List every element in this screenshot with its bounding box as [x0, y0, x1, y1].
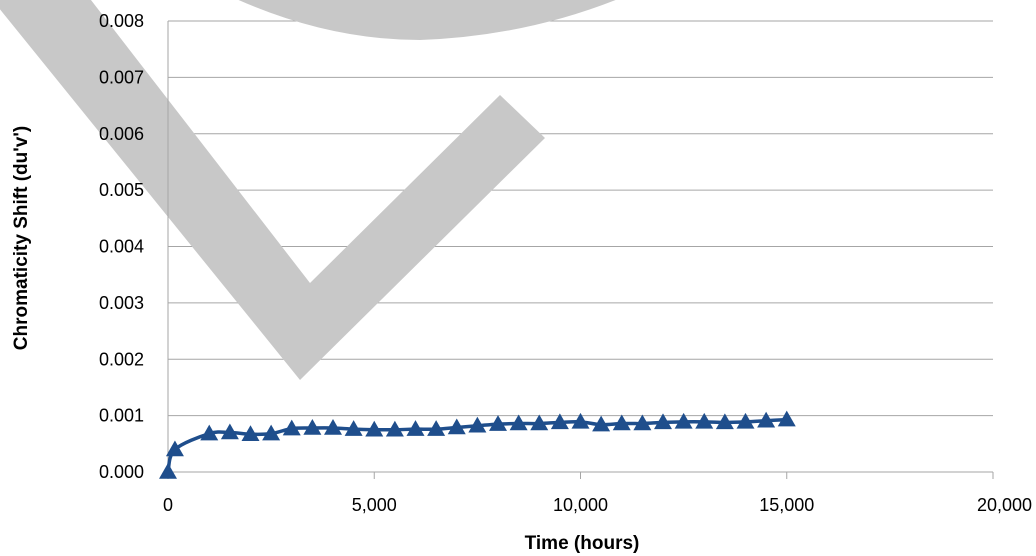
- data-point-triangle: [777, 410, 796, 427]
- data-point-triangle: [385, 420, 404, 437]
- data-point-triangle: [530, 414, 549, 431]
- data-point-triangle: [489, 415, 507, 431]
- data-point-triangle: [633, 414, 652, 431]
- axes: [167, 21, 994, 479]
- data-point-triangle: [324, 419, 342, 435]
- data-point-triangle: [406, 420, 425, 436]
- data-point-triangle: [715, 413, 734, 430]
- watermark-circle-arc: [238, 0, 616, 40]
- data-point-triangle: [571, 412, 590, 429]
- data-point-triangle: [447, 418, 466, 435]
- data-point-triangle: [200, 424, 219, 441]
- check-mark-watermark: [0, 0, 616, 380]
- data-point-triangle: [592, 415, 611, 432]
- data-point-triangle: [550, 413, 569, 430]
- y-tick-label: 0.003: [99, 293, 144, 313]
- x-tick-label: 0: [163, 495, 173, 515]
- data-point-triangle: [612, 414, 631, 431]
- data-point-triangle: [282, 419, 301, 436]
- y-tick-label: 0.002: [99, 349, 144, 369]
- x-tick-label: 20,000: [977, 495, 1032, 515]
- y-tick-label: 0.006: [99, 124, 144, 144]
- y-axis-tick-labels: 0.000 0.001 0.002 0.003 0.004 0.005 0.006 0.007…: [99, 11, 144, 482]
- x-axis-title: Time (hours): [525, 533, 640, 554]
- watermark-check-stroke: [0, 0, 545, 380]
- data-point-triangle: [468, 416, 487, 433]
- x-tick-label: 10,000: [553, 495, 608, 515]
- x-tick-label: 15,000: [759, 495, 814, 515]
- data-point-triangle: [654, 413, 672, 430]
- data-point-triangle: [303, 419, 322, 435]
- data-point-triangle: [241, 425, 260, 441]
- data-point-triangle: [165, 440, 184, 457]
- data-point-triangle: [674, 412, 693, 429]
- data-series: [159, 410, 796, 479]
- data-point-triangle: [344, 420, 363, 436]
- y-axis-title: Chromaticity Shift (du'v'): [11, 126, 32, 350]
- y-tick-label: 0.000: [99, 462, 144, 482]
- x-tick-label: 5,000: [352, 495, 397, 515]
- data-point-triangle: [509, 414, 528, 431]
- data-point-triangle: [757, 411, 776, 428]
- data-point-triangle: [427, 420, 446, 436]
- data-point-triangle: [695, 412, 714, 429]
- data-point-triangle: [736, 412, 755, 429]
- y-tick-label: 0.008: [99, 11, 144, 31]
- data-point-triangle: [262, 424, 281, 441]
- y-tick-label: 0.001: [99, 406, 144, 426]
- data-point-triangle: [220, 423, 239, 440]
- y-tick-label: 0.004: [99, 237, 144, 257]
- x-axis-tick-labels: 0 5,000 10,000 15,000 20,000: [163, 495, 1032, 515]
- y-tick-label: 0.007: [99, 67, 144, 87]
- data-point-triangle: [365, 420, 384, 437]
- data-point-triangle: [159, 463, 177, 479]
- y-tick-label: 0.005: [99, 180, 144, 200]
